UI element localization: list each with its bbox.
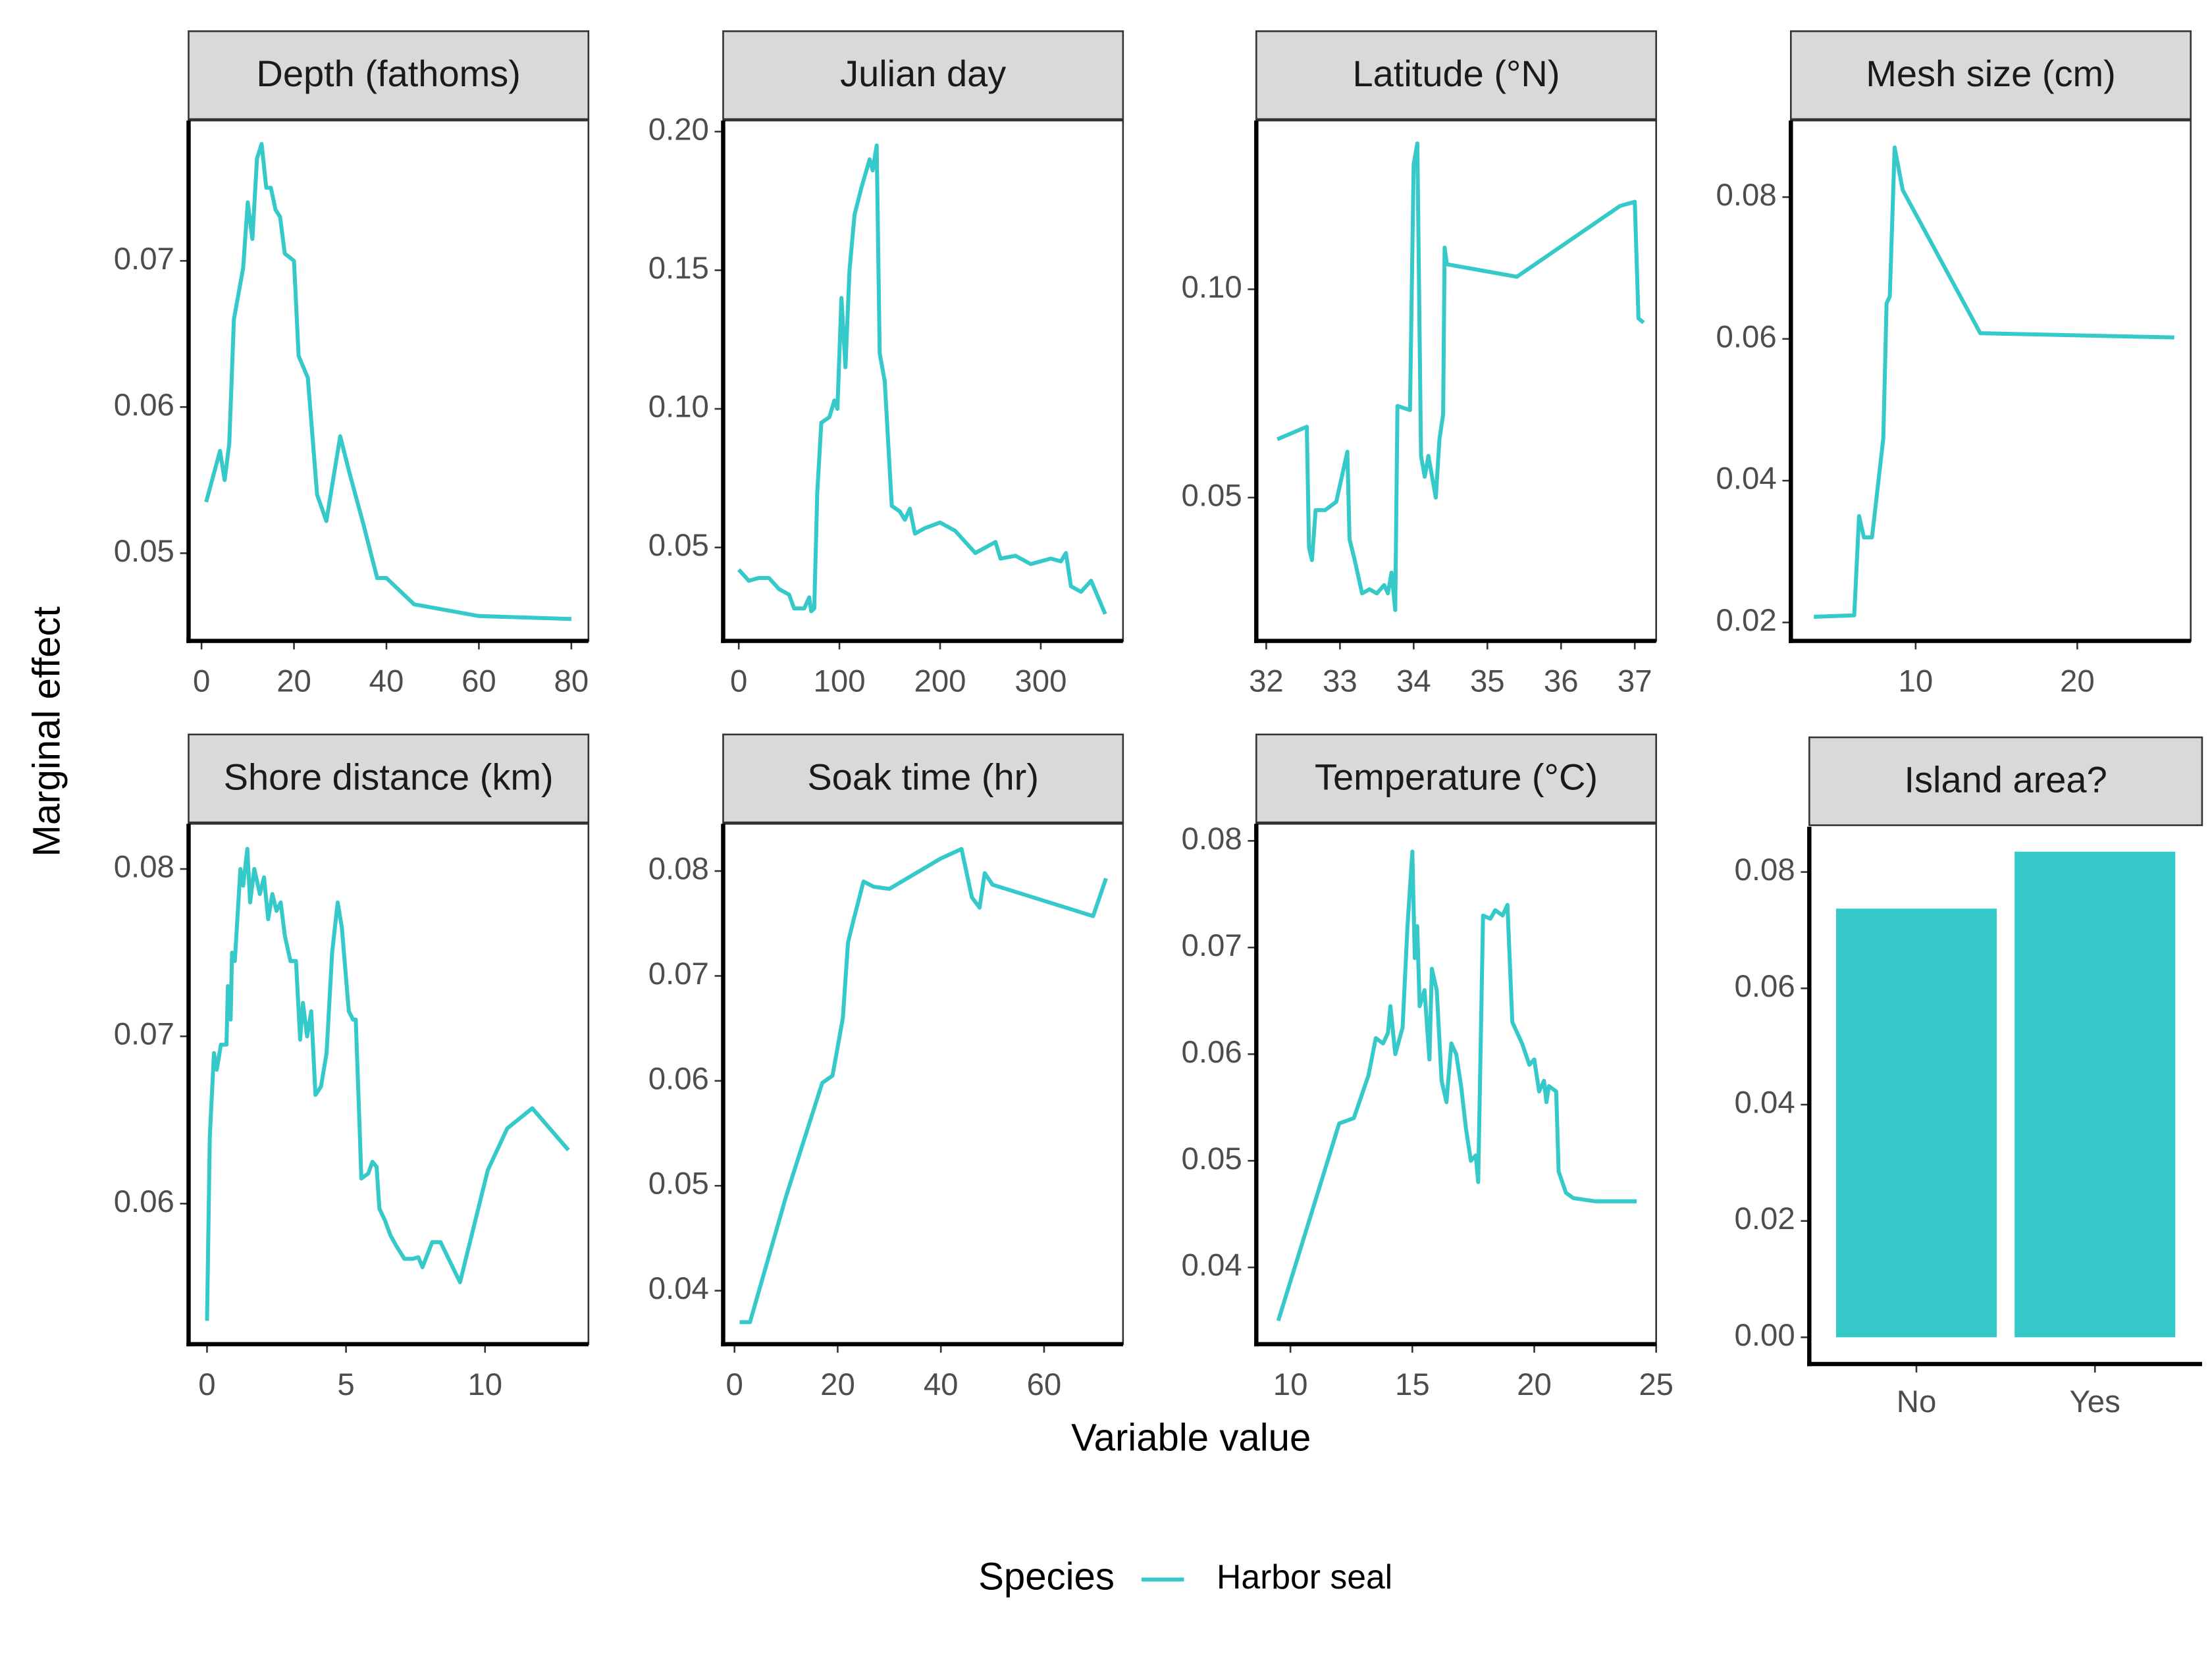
- x-tick-label: 80: [554, 664, 589, 699]
- data-line: [205, 847, 570, 1321]
- data-line: [1277, 141, 1645, 612]
- y-tick-label: 0.06: [1182, 1035, 1242, 1070]
- x-tick-label: 10: [1273, 1367, 1308, 1402]
- x-tick-label: 33: [1323, 664, 1357, 699]
- x-tick-label: 0: [193, 664, 210, 699]
- y-tick-label: 0.00: [1735, 1318, 1795, 1353]
- x-tick-label: 35: [1470, 664, 1505, 699]
- strip: [722, 733, 1124, 824]
- y-tick-label: 0.07: [114, 1017, 174, 1052]
- legend-label: Harbor seal: [1217, 1558, 1392, 1596]
- panel-title: Shore distance (km): [224, 756, 554, 797]
- x-tick-label: No: [1897, 1384, 1937, 1419]
- x-tick-label: 100: [814, 664, 866, 699]
- y-tick-label: 0.08: [1735, 853, 1795, 887]
- y-tick-label: 0.02: [1716, 603, 1777, 638]
- x-tick-label: 32: [1249, 664, 1284, 699]
- x-tick-label: 15: [1395, 1367, 1430, 1402]
- x-tick-label: 20: [1517, 1367, 1552, 1402]
- x-tick-label: 34: [1396, 664, 1431, 699]
- y-tick-label: 0.02: [1735, 1201, 1795, 1236]
- y-tick-label: 0.04: [1735, 1086, 1795, 1120]
- data-line: [1276, 849, 1637, 1322]
- panel-title: Latitude (°N): [1353, 53, 1560, 94]
- y-tick-label: 0.05: [648, 528, 709, 563]
- y-tick-label: 0.07: [648, 957, 709, 991]
- y-tick-label: 0.06: [1735, 969, 1795, 1004]
- y-tick-label: 0.08: [648, 852, 709, 887]
- y-axis-title: Marginal effect: [26, 606, 68, 856]
- panel-title: Mesh size (cm): [1866, 53, 2116, 94]
- x-tick-label: 20: [2060, 664, 2095, 699]
- strip: [1255, 30, 1657, 120]
- panel-title: Island area?: [1905, 759, 2107, 801]
- x-tick-label: 0: [726, 1367, 743, 1402]
- x-tick-label: 36: [1544, 664, 1579, 699]
- strip: [1255, 733, 1657, 824]
- y-tick-label: 0.10: [648, 390, 709, 425]
- x-tick-label: Yes: [2070, 1384, 2120, 1419]
- panel-title: Temperature (°C): [1315, 756, 1598, 797]
- y-tick-label: 0.07: [114, 242, 174, 276]
- x-tick-label: 37: [1618, 664, 1652, 699]
- data-line: [739, 847, 1108, 1325]
- y-tick-label: 0.08: [1182, 822, 1242, 856]
- x-tick-label: 25: [1639, 1367, 1673, 1402]
- x-tick-label: 60: [461, 664, 496, 699]
- y-tick-label: 0.04: [1182, 1248, 1242, 1283]
- y-tick-label: 0.04: [648, 1271, 709, 1306]
- x-tick-label: 60: [1027, 1367, 1062, 1402]
- strip: [188, 733, 590, 824]
- y-tick-label: 0.10: [1182, 270, 1242, 305]
- panel-title: Soak time (hr): [807, 756, 1039, 797]
- x-tick-label: 10: [467, 1367, 502, 1402]
- strip: [722, 30, 1124, 120]
- y-tick-label: 0.07: [1182, 928, 1242, 963]
- x-tick-label: 20: [276, 664, 311, 699]
- y-tick-label: 0.06: [114, 388, 174, 423]
- x-tick-label: 5: [337, 1367, 354, 1402]
- strip: [188, 30, 590, 120]
- x-tick-label: 40: [924, 1367, 959, 1402]
- y-tick-label: 0.05: [648, 1167, 709, 1201]
- panel-title: Julian day: [840, 53, 1006, 94]
- data-line: [1814, 145, 2174, 619]
- y-tick-label: 0.04: [1716, 461, 1777, 496]
- y-tick-label: 0.06: [114, 1184, 174, 1219]
- x-tick-label: 20: [820, 1367, 855, 1402]
- data-line: [204, 142, 571, 621]
- y-tick-label: 0.05: [114, 534, 174, 569]
- x-tick-label: 0: [198, 1367, 215, 1402]
- legend-title: Species: [978, 1556, 1115, 1598]
- y-tick-label: 0.20: [648, 112, 709, 147]
- bar: [1835, 908, 1997, 1338]
- y-tick-label: 0.05: [1182, 1142, 1242, 1176]
- y-tick-label: 0.08: [1716, 178, 1777, 213]
- strip: [1808, 736, 2203, 826]
- y-tick-label: 0.05: [1182, 478, 1242, 513]
- x-tick-label: 0: [730, 664, 747, 699]
- data-line: [737, 143, 1107, 615]
- y-tick-label: 0.08: [114, 850, 174, 885]
- x-tick-label: 300: [1014, 664, 1066, 699]
- x-axis-title: Variable value: [1071, 1417, 1311, 1459]
- strip: [1790, 30, 2192, 120]
- x-tick-label: 10: [1898, 664, 1933, 699]
- bar: [2014, 851, 2176, 1338]
- panel-title: Depth (fathoms): [256, 53, 520, 94]
- x-tick-label: 40: [369, 664, 404, 699]
- x-tick-label: 200: [914, 664, 966, 699]
- y-tick-label: 0.15: [648, 251, 709, 286]
- y-tick-label: 0.06: [648, 1061, 709, 1096]
- y-tick-label: 0.06: [1716, 319, 1777, 354]
